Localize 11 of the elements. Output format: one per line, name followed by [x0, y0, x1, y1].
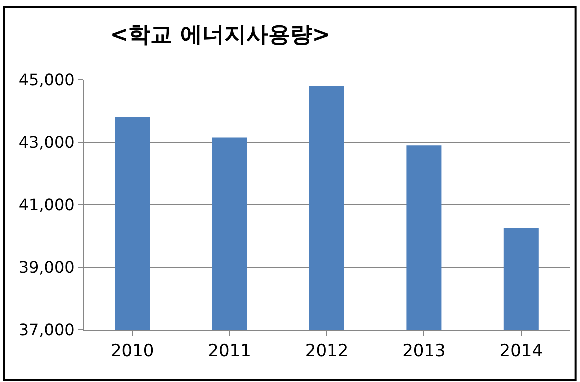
x-tick-label: 2012: [305, 341, 349, 362]
x-tick-label: 2014: [500, 341, 544, 362]
y-tick-label: 37,000: [18, 320, 75, 340]
y-tick-label: 41,000: [18, 196, 75, 215]
x-tick-label: 2010: [110, 341, 154, 362]
y-tick-label: 39,000: [18, 258, 75, 278]
y-tick-label: 45,000: [18, 70, 75, 90]
x-tick-label: 2013: [402, 341, 446, 362]
x-tick-label: 2011: [208, 341, 252, 362]
chart-title: <학교 에너지사용량>: [110, 23, 331, 48]
y-tick-label: 43,000: [18, 133, 75, 152]
